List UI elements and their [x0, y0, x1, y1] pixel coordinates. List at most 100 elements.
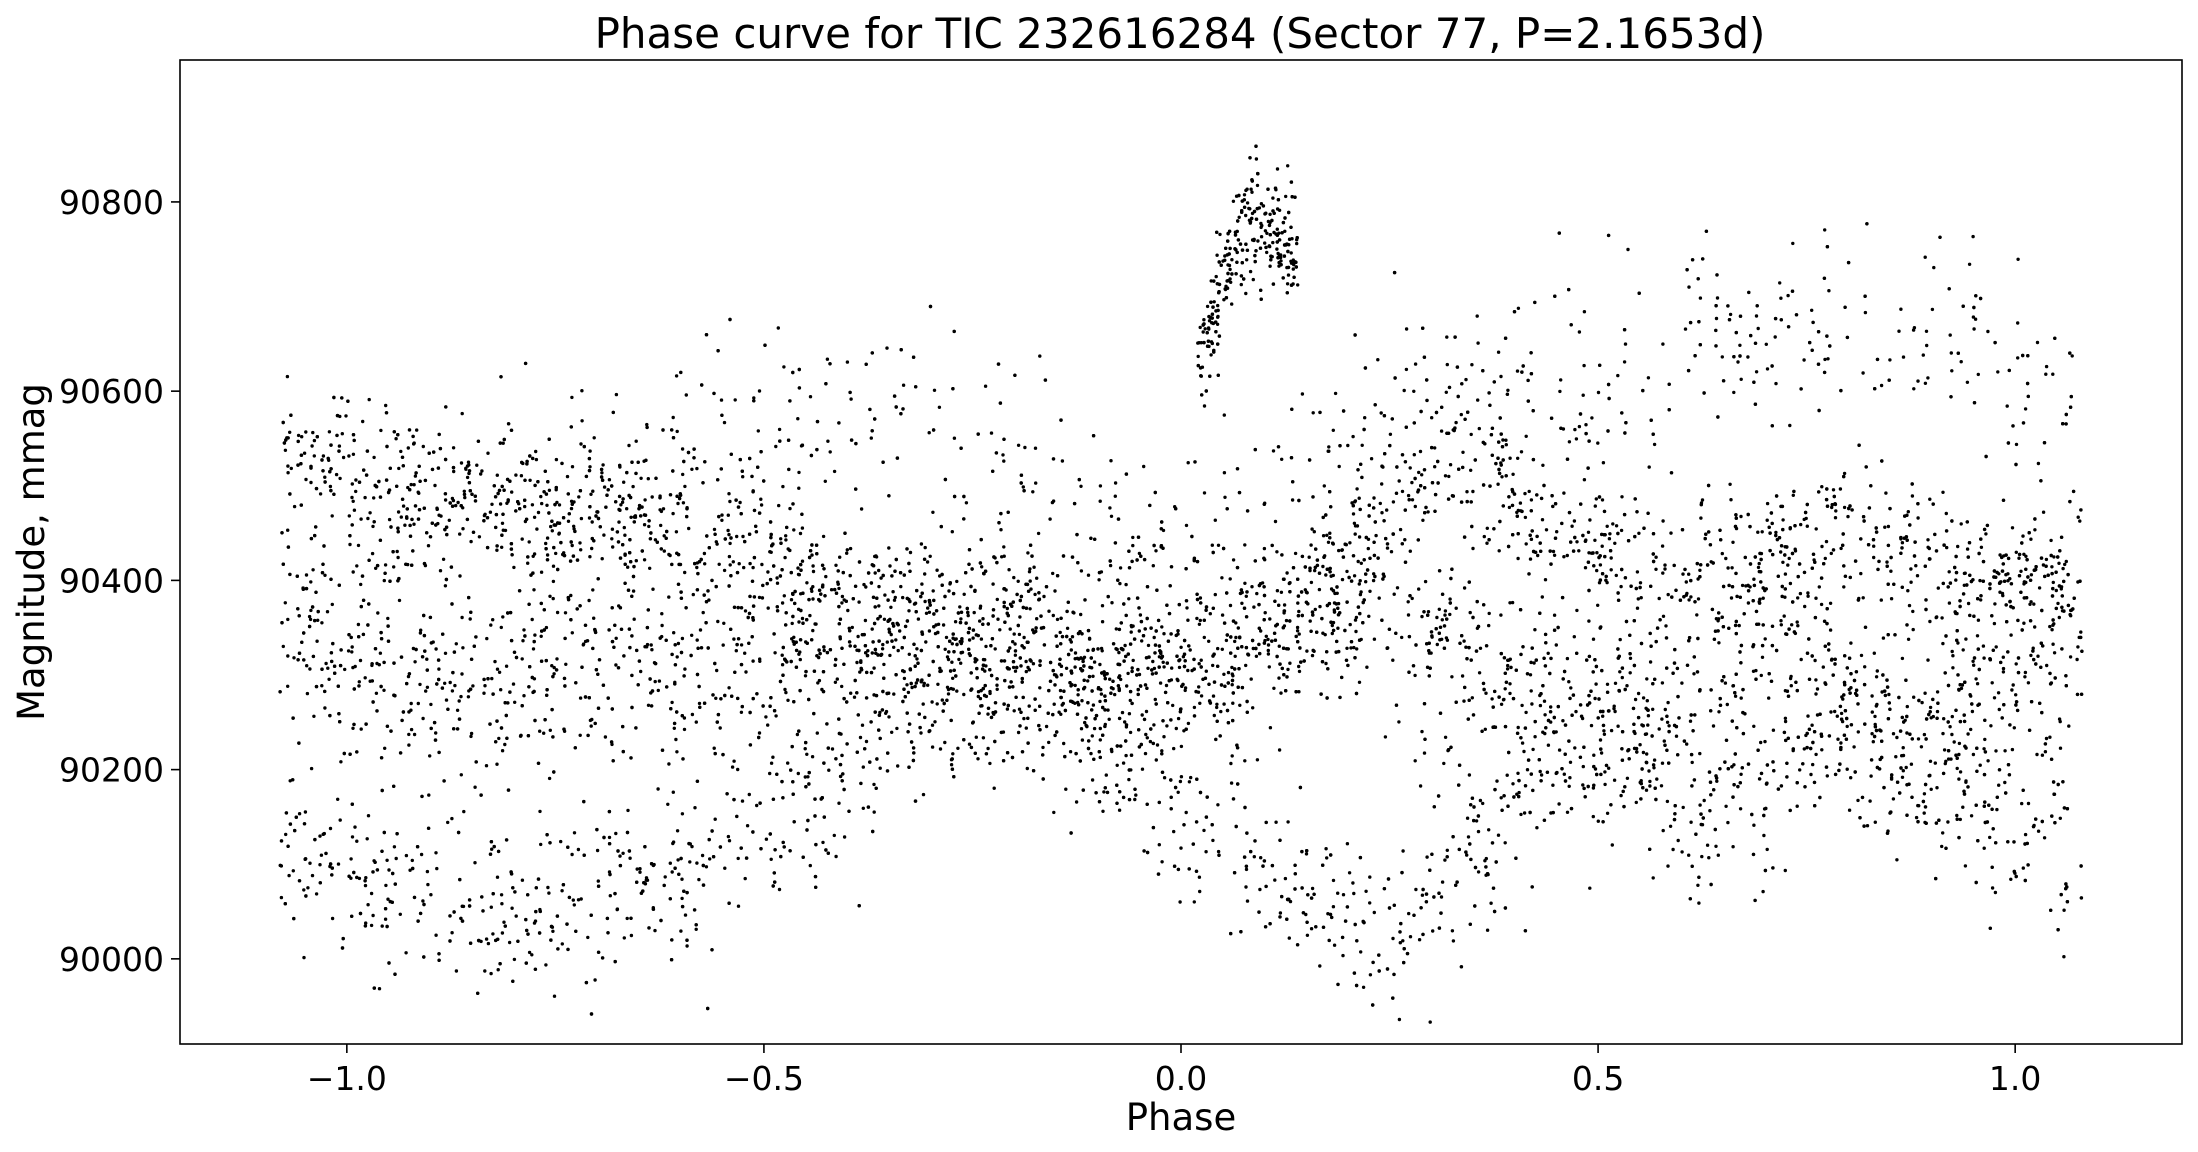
data-point [726, 528, 730, 533]
data-point [1146, 643, 1151, 648]
data-point [1380, 482, 1384, 486]
data-point [2037, 586, 2042, 590]
data-point [1137, 629, 1142, 633]
data-point [412, 732, 417, 737]
data-point [1523, 491, 1527, 496]
data-point [1804, 516, 1808, 521]
data-point [572, 831, 577, 835]
data-point [1098, 499, 1102, 503]
data-point [1683, 327, 1688, 331]
data-point [775, 576, 779, 580]
data-point [845, 548, 849, 552]
data-point [350, 650, 354, 654]
data-point [1641, 696, 1646, 700]
data-point [544, 625, 549, 630]
data-point [1620, 675, 1625, 680]
data-point [823, 479, 827, 483]
data-point [1799, 522, 1803, 527]
data-point [656, 688, 660, 693]
data-point [1340, 577, 1345, 582]
data-point [1899, 307, 1903, 311]
data-point [527, 950, 532, 955]
data-point [1986, 329, 1990, 334]
data-point [1222, 702, 1226, 706]
data-point [1914, 564, 1918, 568]
data-point [821, 534, 826, 539]
data-point [490, 847, 494, 851]
data-point [1518, 501, 1523, 505]
data-point [1120, 710, 1125, 715]
data-point [1965, 380, 1970, 384]
data-point [1230, 258, 1234, 262]
data-point [1033, 446, 1038, 450]
data-point [1875, 669, 1880, 673]
data-point [1922, 792, 1927, 796]
data-point [555, 657, 559, 661]
data-point [450, 496, 455, 501]
data-point [340, 432, 344, 436]
data-point [1195, 616, 1199, 621]
data-point [1468, 610, 1472, 615]
data-point [1391, 658, 1395, 662]
data-point [1013, 653, 1018, 657]
data-point [783, 687, 787, 692]
data-point [1263, 611, 1267, 615]
data-point [1189, 775, 1193, 780]
data-point [1408, 935, 1413, 939]
data-point [1126, 671, 1130, 676]
data-point [1762, 833, 1766, 838]
data-point [1666, 592, 1670, 597]
data-point [1950, 649, 1954, 654]
data-point [1554, 643, 1559, 647]
data-point [727, 532, 731, 537]
data-point [369, 891, 374, 896]
data-point [676, 858, 680, 862]
data-point [1659, 784, 1664, 788]
data-point [966, 613, 970, 618]
data-point [1654, 567, 1658, 571]
data-point [798, 531, 803, 536]
data-point [446, 820, 450, 825]
data-point [1657, 596, 1661, 601]
data-point [1551, 783, 1555, 787]
data-point [674, 737, 678, 742]
data-point [1690, 760, 1694, 765]
data-point [596, 879, 600, 883]
data-point [846, 608, 850, 613]
data-point [1065, 626, 1070, 630]
data-point [1565, 656, 1570, 661]
data-point [1651, 876, 1655, 880]
data-point [958, 605, 962, 609]
data-point [857, 600, 861, 604]
data-point [1803, 604, 1807, 609]
data-point [1123, 643, 1127, 648]
data-point [1012, 575, 1016, 580]
data-point [533, 633, 537, 637]
data-point [731, 560, 735, 564]
data-point [1108, 677, 1112, 681]
data-point [1941, 490, 1945, 494]
data-point [2062, 955, 2066, 959]
data-point [951, 676, 955, 680]
data-point [1160, 749, 1164, 753]
data-point [302, 451, 307, 455]
data-point [1157, 655, 1162, 659]
data-point [1988, 835, 1992, 840]
data-point [1524, 710, 1528, 715]
data-point [986, 712, 990, 716]
data-point [2029, 537, 2033, 541]
data-point [1731, 845, 1735, 849]
data-point [1933, 761, 1938, 765]
data-point [1527, 489, 1531, 494]
data-point [1142, 464, 1146, 469]
data-point [943, 647, 947, 651]
data-point [466, 695, 471, 699]
data-point [759, 497, 763, 501]
data-point [810, 755, 815, 759]
data-point [1331, 878, 1336, 883]
data-point [1177, 665, 1182, 670]
data-point [1790, 623, 1794, 627]
data-point [552, 994, 557, 998]
data-point [2035, 340, 2040, 345]
data-point [2075, 657, 2079, 662]
